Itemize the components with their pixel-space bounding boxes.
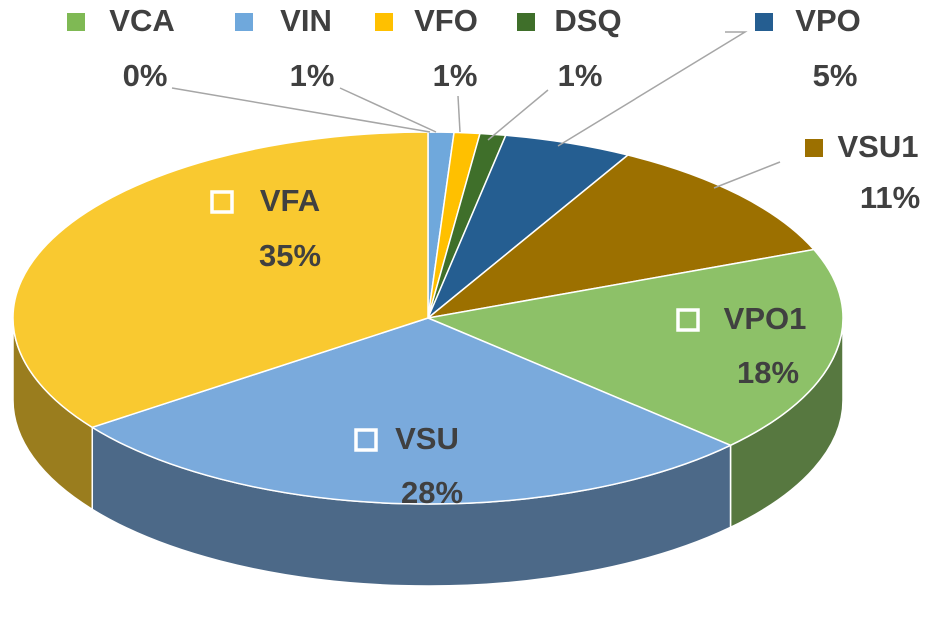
value-label: 18% (737, 355, 799, 390)
category-label: VPO (795, 3, 860, 38)
value-label: 11% (860, 180, 920, 215)
slice (425, 248, 844, 447)
category-label: VSU (395, 421, 459, 456)
leader-line (557, 31, 748, 147)
leader-line (171, 87, 431, 133)
value-label: 5% (813, 58, 858, 93)
category-label: VFO (414, 3, 478, 38)
category-label: VPO1 (724, 301, 807, 336)
legend-marker (354, 428, 378, 452)
value-label: 35% (259, 238, 321, 273)
legend-marker (235, 13, 253, 31)
category-label: VSU1 (838, 129, 919, 164)
legend-marker (375, 13, 393, 31)
slice (12, 131, 429, 429)
slice (90, 317, 733, 505)
legend-marker (210, 190, 234, 214)
slice (425, 154, 816, 320)
value-label: 0% (123, 58, 168, 93)
category-label: DSQ (554, 3, 621, 38)
legend-marker (67, 13, 85, 31)
leader-line (713, 161, 781, 189)
value-label: 28% (401, 475, 463, 510)
leader-line (339, 87, 437, 133)
leader-line (487, 89, 549, 141)
value-label: 1% (290, 58, 335, 93)
category-label: VIN (280, 3, 332, 38)
leader-line (457, 95, 461, 133)
legend-marker (755, 13, 773, 31)
category-label: VCA (109, 3, 174, 38)
legend-marker (517, 13, 535, 31)
value-label: 1% (558, 58, 603, 93)
value-label: 1% (433, 58, 478, 93)
category-label: VFA (260, 183, 320, 218)
legend-marker (805, 139, 823, 157)
legend-marker (676, 308, 700, 332)
